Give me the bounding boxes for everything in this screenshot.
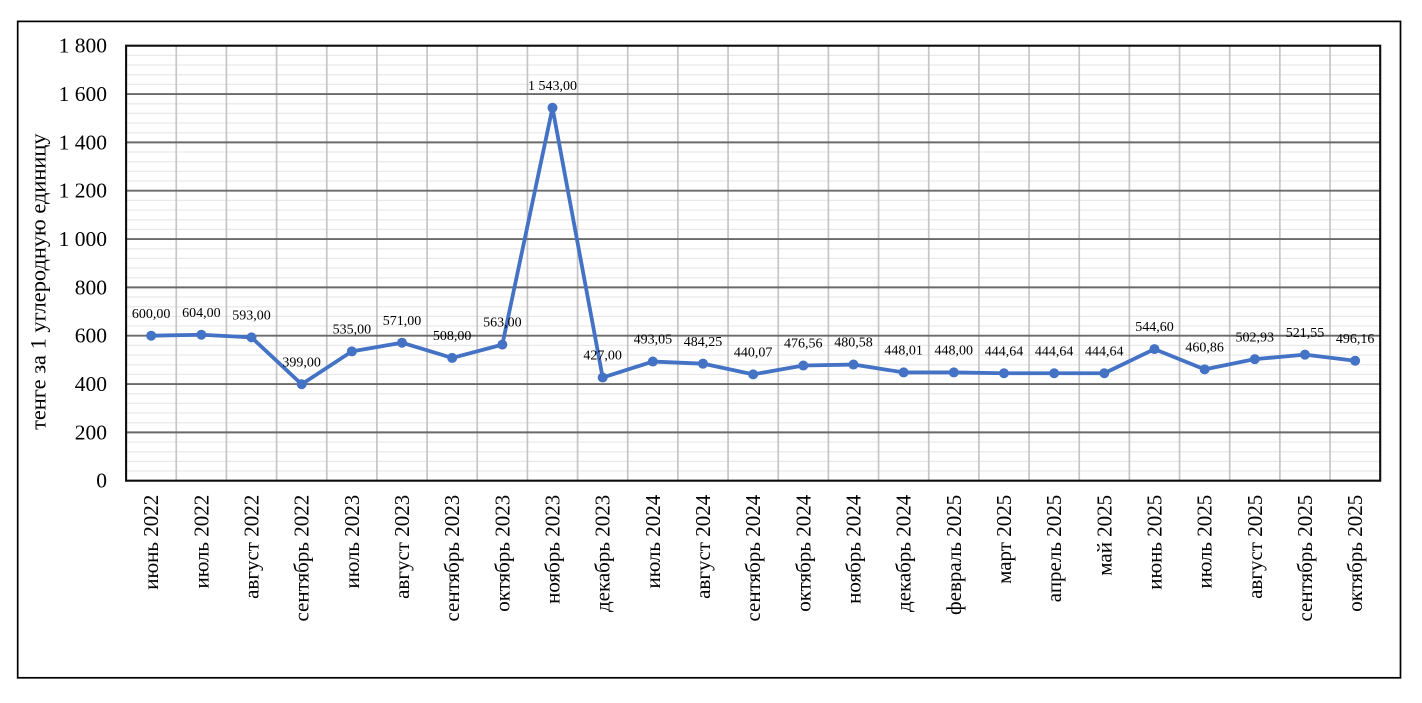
svg-text:октябрь 2024: октябрь 2024 [791, 494, 815, 611]
svg-text:571,00: 571,00 [383, 314, 422, 329]
svg-text:июль 2022: июль 2022 [189, 495, 213, 589]
svg-text:сентябрь 2024: сентябрь 2024 [741, 494, 765, 621]
svg-text:июнь 2022: июнь 2022 [139, 495, 163, 590]
svg-text:тенге за 1 углеродную единицу: тенге за 1 углеродную единицу [25, 133, 50, 430]
svg-text:сентябрь 2025: сентябрь 2025 [1293, 495, 1317, 622]
svg-text:400: 400 [75, 372, 107, 396]
svg-text:600,00: 600,00 [132, 307, 171, 322]
svg-text:1 000: 1 000 [59, 227, 107, 251]
svg-text:ноябрь 2023: ноябрь 2023 [540, 495, 564, 604]
svg-text:сентябрь 2022: сентябрь 2022 [290, 495, 314, 622]
svg-text:444,64: 444,64 [985, 344, 1024, 359]
svg-text:март 2025: март 2025 [992, 495, 1016, 584]
svg-text:июль 2024: июль 2024 [641, 494, 665, 588]
svg-text:600: 600 [75, 324, 107, 348]
svg-text:октябрь 2023: октябрь 2023 [490, 495, 514, 612]
svg-text:август 2022: август 2022 [240, 495, 264, 599]
svg-text:440,07: 440,07 [734, 345, 773, 360]
svg-text:480,58: 480,58 [834, 336, 873, 351]
svg-text:493,05: 493,05 [634, 333, 673, 348]
svg-text:399,00: 399,00 [282, 355, 321, 370]
svg-text:август 2023: август 2023 [390, 495, 414, 599]
svg-text:502,93: 502,93 [1236, 330, 1275, 345]
svg-text:448,01: 448,01 [884, 344, 923, 359]
svg-text:448,00: 448,00 [935, 344, 974, 359]
svg-text:июль 2023: июль 2023 [340, 495, 364, 589]
svg-text:460,86: 460,86 [1185, 340, 1224, 355]
svg-text:1 543,00: 1 543,00 [528, 79, 577, 94]
svg-text:444,64: 444,64 [1035, 344, 1074, 359]
svg-text:521,55: 521,55 [1286, 326, 1325, 341]
svg-text:444,64: 444,64 [1085, 344, 1124, 359]
svg-text:427,00: 427,00 [583, 349, 622, 364]
svg-text:июнь 2025: июнь 2025 [1142, 495, 1166, 590]
svg-text:август 2025: август 2025 [1243, 495, 1267, 599]
svg-text:ноябрь 2024: ноябрь 2024 [841, 494, 865, 604]
svg-text:496,16: 496,16 [1336, 332, 1375, 347]
svg-text:535,00: 535,00 [333, 323, 372, 338]
svg-text:сентябрь 2023: сентябрь 2023 [440, 495, 464, 622]
svg-text:1 200: 1 200 [59, 179, 107, 203]
svg-text:0: 0 [96, 469, 107, 493]
svg-text:декабрь 2023: декабрь 2023 [591, 495, 615, 612]
svg-text:апрель 2025: апрель 2025 [1042, 495, 1066, 602]
svg-text:июль 2025: июль 2025 [1193, 495, 1217, 589]
svg-text:800: 800 [75, 275, 107, 299]
svg-text:544,60: 544,60 [1135, 320, 1174, 335]
svg-text:1 400: 1 400 [59, 130, 107, 154]
svg-text:1 800: 1 800 [59, 34, 107, 58]
svg-text:май 2025: май 2025 [1092, 495, 1116, 576]
svg-text:484,25: 484,25 [684, 335, 723, 350]
svg-text:декабрь 2024: декабрь 2024 [892, 494, 916, 612]
svg-text:октябрь 2025: октябрь 2025 [1343, 495, 1367, 612]
svg-text:508,00: 508,00 [433, 329, 472, 344]
svg-text:февраль 2025: февраль 2025 [942, 495, 966, 615]
svg-text:200: 200 [75, 420, 107, 444]
svg-text:август 2024: август 2024 [691, 494, 715, 599]
svg-text:563,00: 563,00 [483, 316, 522, 331]
svg-text:476,56: 476,56 [784, 337, 823, 352]
svg-text:1 600: 1 600 [59, 82, 107, 106]
svg-text:593,00: 593,00 [232, 308, 271, 323]
svg-text:604,00: 604,00 [182, 306, 221, 321]
